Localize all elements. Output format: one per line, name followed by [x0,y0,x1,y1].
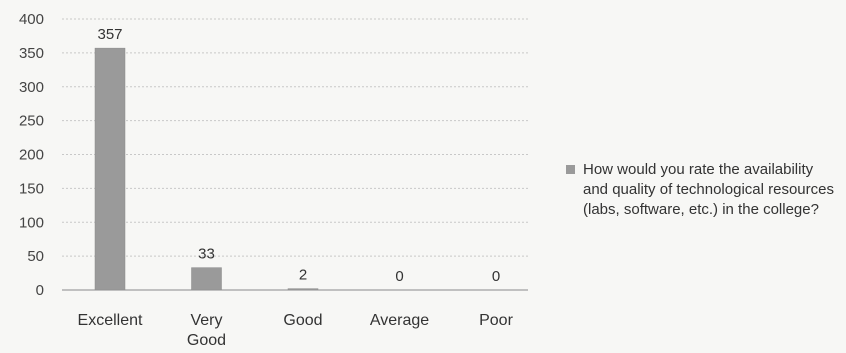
data-label: 0 [395,268,403,285]
category-label: Poor [479,312,513,329]
y-tick-label: 50 [27,248,44,265]
data-label: 2 [299,267,307,284]
bar [288,289,318,290]
gridlines [62,19,528,290]
category-label: Average [370,312,429,329]
y-tick-label: 400 [19,11,44,28]
category-label: Excellent [78,312,143,329]
y-tick-label: 250 [19,113,44,130]
y-tick-label: 200 [19,147,44,164]
y-axis-tick-labels: 0 50 100 150 200 250 300 350 400 [19,11,44,299]
legend-series-name: How would you rate the availability and … [583,160,841,220]
y-tick-label: 150 [19,180,44,197]
legend-swatch [566,165,575,174]
y-tick-label: 350 [19,45,44,62]
data-label: 357 [97,26,122,43]
category-label: Very Good [187,312,226,349]
data-label: 33 [198,246,215,263]
y-tick-label: 0 [36,282,44,299]
category-labels: Excellent Very Good Good Average Poor [78,312,514,349]
data-labels: 357 33 2 0 0 [97,26,500,285]
bar [192,268,222,290]
bar [95,48,125,290]
y-tick-label: 300 [19,79,44,96]
category-label: Good [283,312,322,329]
y-tick-label: 100 [19,214,44,231]
data-label: 0 [492,268,500,285]
